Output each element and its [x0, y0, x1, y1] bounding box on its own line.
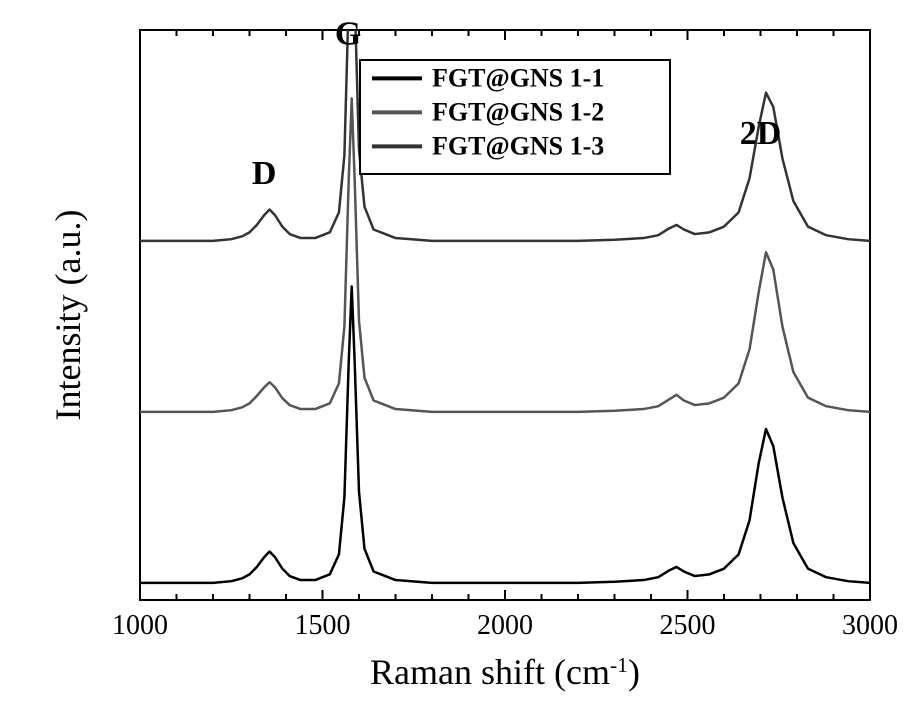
chart-svg: 1000 1500 2000 2500 3000 Raman shift (cm-1) In… [0, 0, 909, 725]
peak-label: D [252, 155, 277, 192]
peak-label: G [335, 15, 361, 52]
legend-label: FGT@GNS 1-3 [432, 132, 604, 161]
legend-label: FGT@GNS 1-2 [432, 98, 604, 127]
x-tick-label: 1500 [295, 610, 351, 641]
legend-label: FGT@GNS 1-1 [432, 64, 604, 93]
y-axis-label: Intensity (a.u.) [48, 210, 88, 421]
x-tick-label: 2500 [660, 610, 716, 641]
x-tick-label: 2000 [477, 610, 533, 641]
peak-label: 2D [740, 115, 782, 152]
x-tick-label: 3000 [842, 610, 898, 641]
x-axis-label: Raman shift (cm-1) [370, 652, 640, 692]
x-tick-label: 1000 [112, 610, 168, 641]
raman-chart: 1000 1500 2000 2500 3000 Raman shift (cm-1) In… [0, 0, 909, 725]
